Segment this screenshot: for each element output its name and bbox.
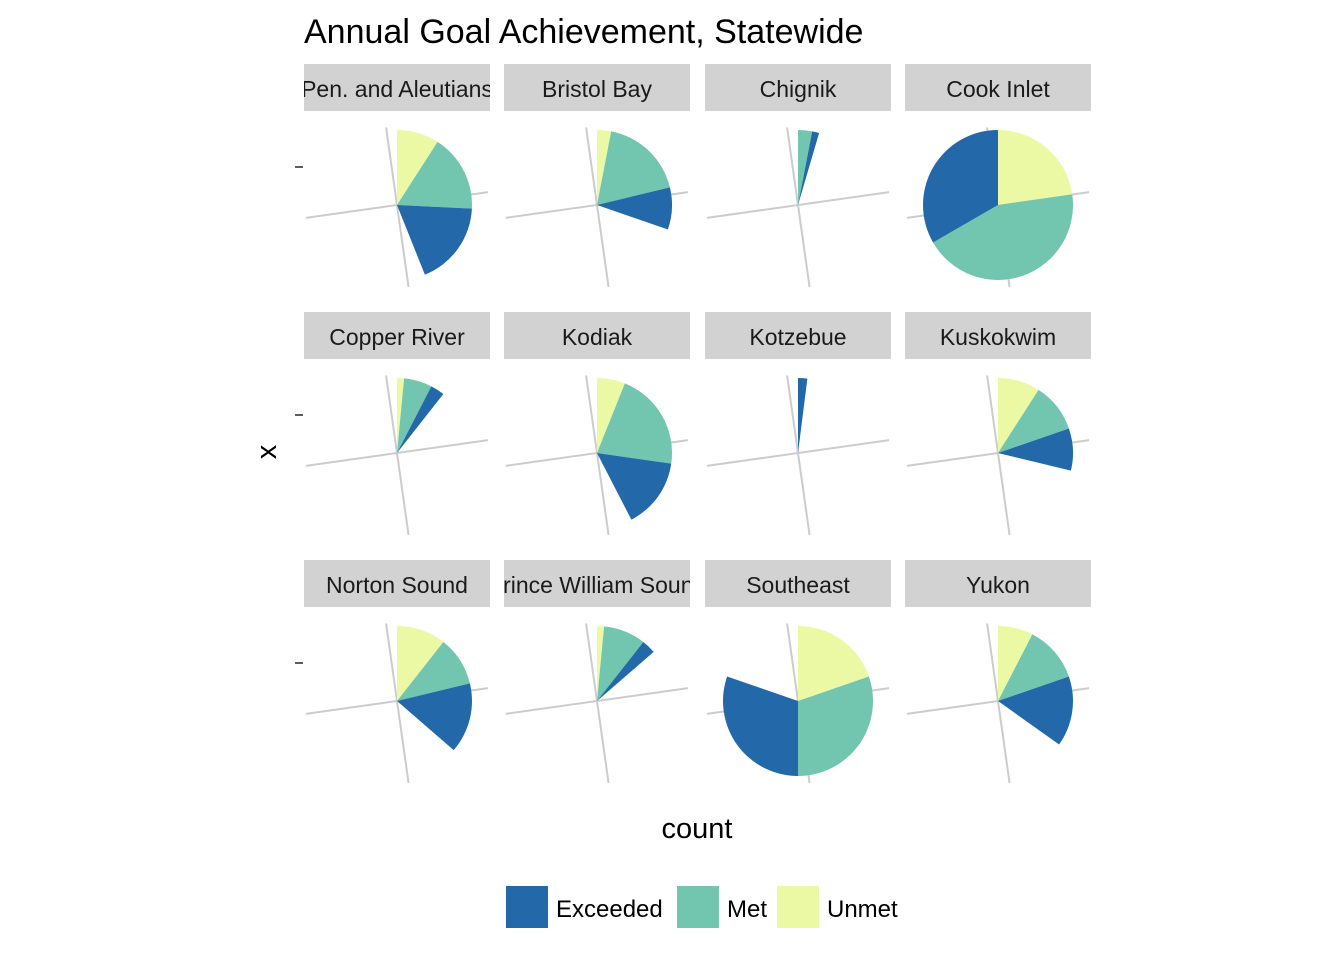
pie-slice-norton-sound-met: [397, 642, 470, 701]
facet-strip: [304, 312, 490, 359]
facet-panel-bristol-bay: Bristol Bay: [504, 64, 690, 288]
pie-slice-bristol-bay-exceeded: [597, 187, 672, 230]
facet-strip: [905, 312, 1091, 359]
facet-strip-label: Kotzebue: [749, 324, 846, 350]
facet-strip-label: Chignik: [760, 76, 837, 102]
facet-panel-norton-sound: Norton Sound: [295, 560, 490, 784]
pie-slice-kotzebue-exceeded: [798, 378, 808, 453]
grid-line: [986, 623, 1011, 784]
pie-slice-norton-sound-exceeded: [397, 683, 472, 751]
facet-strip-label: Norton Sound: [326, 572, 468, 598]
facet-strip: [905, 64, 1091, 111]
pie-slice-cook-inlet-unmet: [998, 130, 1073, 205]
facet-panels: Pen. and Aleutians Bristol Bay Chignik Cook…: [295, 64, 1091, 784]
facet-panel-cook-inlet: Cook Inlet: [905, 64, 1091, 288]
pie-slice-kuskokwim-met: [998, 389, 1069, 453]
grid-line: [986, 375, 1011, 536]
x-axis-title: count: [662, 813, 733, 845]
pie-slice-southeast-unmet: [798, 626, 869, 701]
legend-item-exceeded: Exceeded: [506, 886, 663, 928]
legend: Exceeded Met Unmet: [506, 886, 898, 928]
grid-line: [385, 127, 410, 288]
grid-line: [786, 375, 811, 536]
pie-slice-bristol-bay-unmet: [597, 130, 612, 205]
facet-strip: [304, 64, 490, 111]
pie-slice-southeast-exceeded: [723, 676, 798, 776]
facet-panel-chignik: Chignik: [705, 64, 891, 288]
pie-slice-pen-and-aleutians-exceeded: [397, 205, 472, 275]
grid-line: [385, 623, 410, 784]
facet-strip: [905, 560, 1091, 607]
facet-strip: [304, 560, 490, 607]
facet-strip: [504, 312, 690, 359]
facet-strip-label: Prince William Sound: [488, 572, 707, 598]
grid-line: [585, 127, 610, 288]
facet-strip: [504, 560, 690, 607]
pie-slice-chignik-exceeded: [798, 131, 820, 205]
facet-strip-label: Cook Inlet: [946, 76, 1050, 102]
pie-slice-kuskokwim-unmet: [998, 378, 1039, 453]
pie-slice-prince-william-sound-met: [597, 626, 644, 701]
legend-item-met: Met: [677, 886, 767, 928]
pie-slice-yukon-unmet: [998, 626, 1033, 701]
pie-slice-copper-river-unmet: [397, 378, 405, 453]
pie-slice-kodiak-unmet: [597, 378, 625, 453]
legend-label: Exceeded: [556, 896, 663, 923]
pie-slice-copper-river-exceeded: [397, 386, 444, 453]
facet-strip-label: Copper River: [329, 324, 465, 350]
legend-label: Unmet: [827, 896, 898, 923]
pie-slice-pen-and-aleutians-unmet: [397, 130, 438, 205]
pie-slice-southeast-met: [798, 676, 874, 776]
pie-slice-cook-inlet-met: [933, 194, 1073, 280]
facet-strip: [705, 560, 891, 607]
chart-title: Annual Goal Achievement, Statewide: [304, 13, 863, 51]
facet-strip-label: Yukon: [966, 572, 1030, 598]
facet-strip: [705, 312, 891, 359]
facet-panel-kotzebue: Kotzebue: [705, 312, 891, 536]
pie-slice-cook-inlet-exceeded: [923, 130, 998, 243]
pie-slice-pen-and-aleutians-met: [397, 141, 472, 209]
legend-swatch: [677, 886, 719, 928]
facet-strip-label: Kodiak: [562, 324, 633, 350]
pie-slice-kuskokwim-exceeded: [998, 428, 1073, 471]
pie-slice-yukon-met: [998, 634, 1069, 701]
legend-swatch: [777, 886, 819, 928]
grid-line: [786, 127, 811, 288]
grid-line: [385, 375, 410, 536]
pie-slice-norton-sound-unmet: [397, 626, 444, 701]
facet-panel-copper-river: Copper River: [295, 312, 490, 536]
facet-strip: [504, 64, 690, 111]
facet-panel-pen-and-aleutians: Pen. and Aleutians: [295, 64, 493, 288]
pie-slice-yukon-exceeded: [998, 676, 1073, 745]
pie-slice-prince-william-sound-exceeded: [597, 642, 654, 701]
facet-strip-label: Kuskokwim: [940, 324, 1056, 350]
facet-panel-kodiak: Kodiak: [504, 312, 690, 536]
legend-swatch: [506, 886, 548, 928]
pie-slice-copper-river-met: [397, 378, 432, 453]
grid-line: [585, 623, 610, 784]
facet-panel-yukon: Yukon: [905, 560, 1091, 784]
facet-panel-prince-william-sound: Prince William Sound: [488, 560, 707, 784]
pie-slice-bristol-bay-met: [597, 131, 670, 205]
facet-strip-label: Bristol Bay: [542, 76, 652, 102]
pie-slice-kodiak-met: [597, 383, 673, 464]
pie-slice-prince-william-sound-unmet: [597, 626, 605, 701]
facet-strip-label: Southeast: [746, 572, 850, 598]
legend-label: Met: [727, 896, 767, 923]
pie-slice-chignik-met: [798, 130, 813, 205]
facet-strip: [705, 64, 891, 111]
grid-line: [585, 375, 610, 536]
facet-panel-southeast: Southeast: [705, 560, 891, 784]
facet-panel-kuskokwim: Kuskokwim: [905, 312, 1091, 536]
pie-slice-kodiak-exceeded: [597, 453, 672, 520]
facet-strip-label: Pen. and Aleutians: [301, 76, 493, 102]
y-axis-title: x: [251, 444, 283, 459]
legend-item-unmet: Unmet: [777, 886, 898, 928]
